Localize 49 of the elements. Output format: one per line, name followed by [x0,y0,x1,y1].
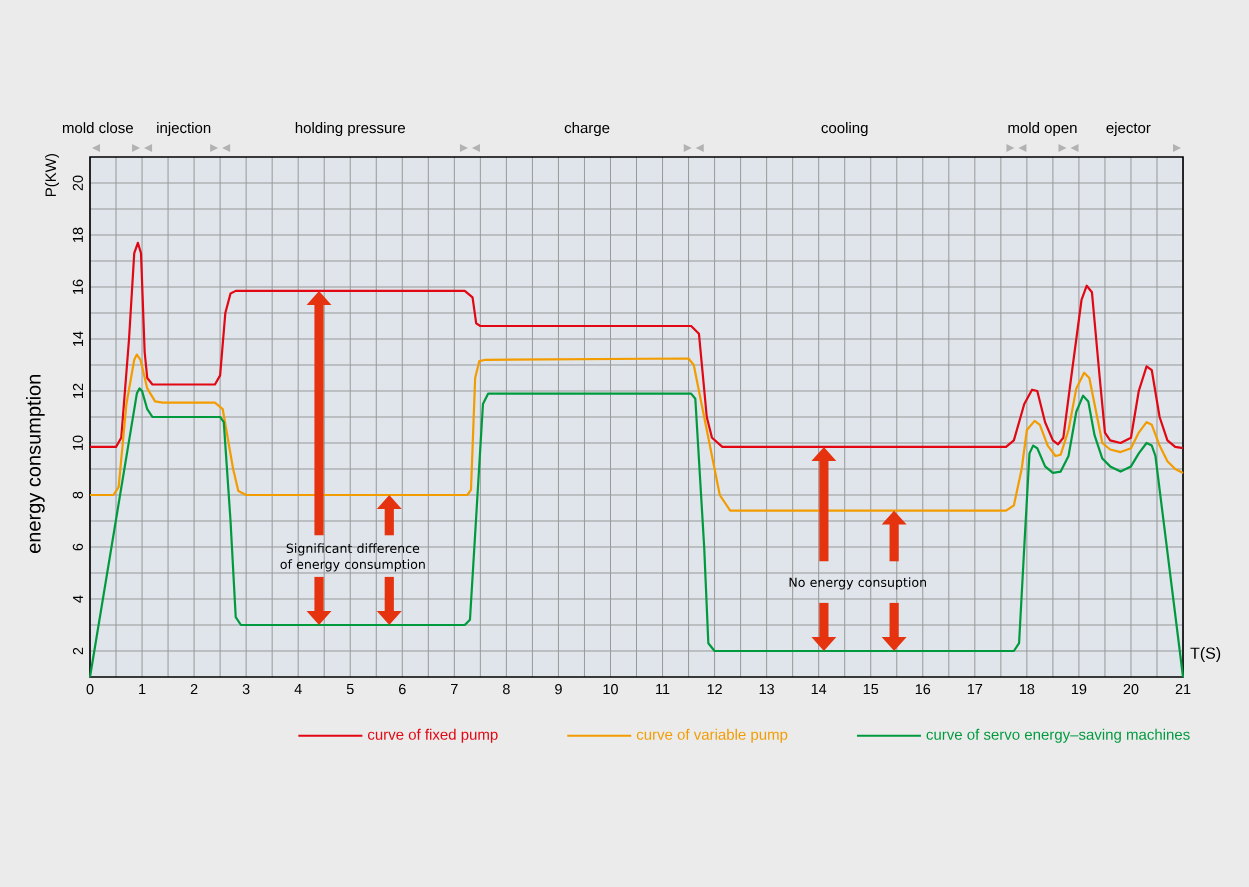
x-tick-label: 6 [399,684,406,695]
y-tick-label: 4 [73,595,83,603]
x-tick-label: 19 [1072,684,1087,695]
legend-label: curve of servo energy–saving machines [926,728,1190,743]
x-tick-label: 18 [1019,684,1035,695]
x-tick-label: 5 [346,684,354,695]
x-tick-label: 21 [1175,684,1191,695]
x-tick-label: 9 [555,684,562,695]
text: ejector [1106,122,1151,137]
y-tick-label: 12 [72,383,83,398]
x-tick-label: 13 [759,684,774,695]
x-tick-label: 0 [86,684,94,695]
x-tick-label: 15 [863,684,879,695]
x-tick-label: 11 [656,684,670,694]
line-series [88,241,1185,450]
legend-label: curve of fixed pump [367,728,498,743]
y-tick-label: 16 [72,279,83,294]
annotation: No energy consuption [789,577,927,590]
text: P(KW) [45,154,59,197]
text: cooling [821,122,868,137]
y-tick-label: 2 [72,647,83,655]
y-tick-label: 6 [72,543,83,551]
x-tick-label: 20 [1123,684,1139,695]
y-tick-label: 14 [73,331,83,346]
x-tick-label: 17 [967,684,983,694]
x-tick-label: 4 [294,684,302,694]
x-tick-label: 3 [242,684,250,695]
x-tick-label: 2 [190,684,198,695]
x-tick-label: 12 [707,684,722,695]
x-tick-label: 8 [503,684,510,695]
line-series [88,387,1185,679]
x-axis-title: T(S) [1190,647,1221,662]
x-tick-label: 10 [603,684,618,695]
text: charge [564,122,610,137]
y-tick-label: 18 [72,227,83,242]
x-tick-label: 1 [139,684,146,694]
text: injection [157,122,211,137]
text: holding pressure [295,122,405,137]
annotation: Significant difference of energy consumption [280,543,425,572]
x-tick-label: 14 [811,684,827,694]
y-axis-title: energy consumption [26,375,45,553]
y-tick-label: 20 [72,175,83,191]
x-tick-label: 7 [451,684,458,694]
text: mold close [62,122,133,134]
y-tick-label: 10 [72,435,83,450]
x-tick-label: 16 [915,684,931,695]
text: mold open [1008,122,1077,137]
y-tick-label: 8 [72,491,83,499]
legend-label: curve of variable pump [636,728,788,743]
